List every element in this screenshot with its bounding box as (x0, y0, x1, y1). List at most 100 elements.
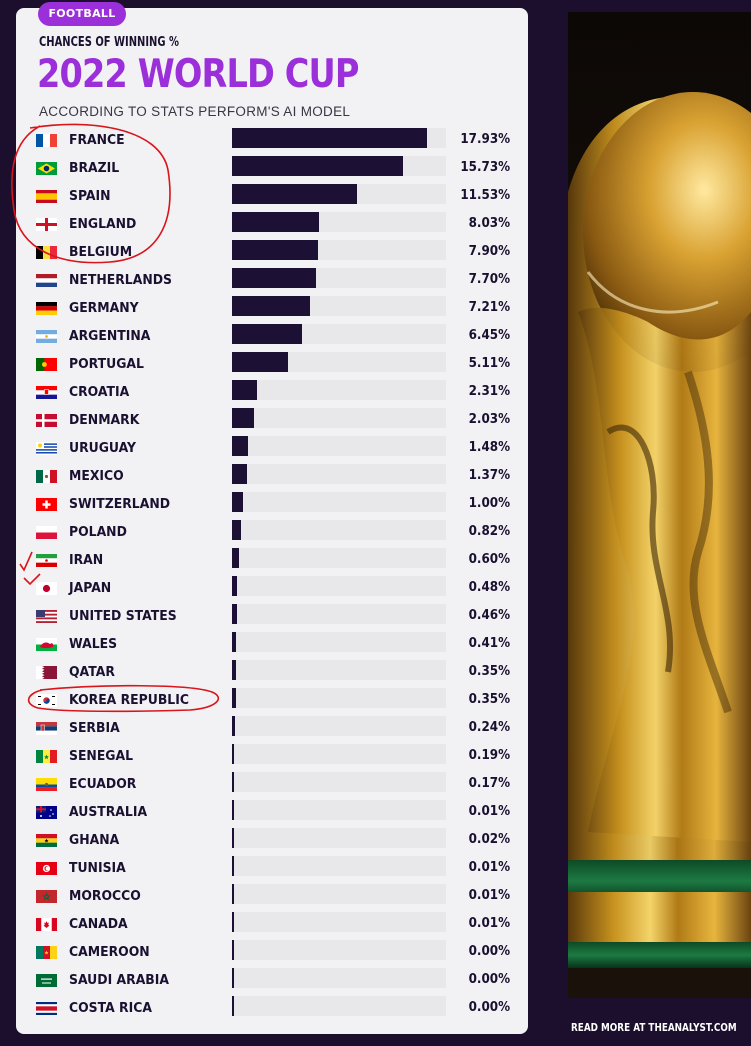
bar-row: BRAZIL 15.73% (0, 154, 528, 182)
data-label: 15.73% (460, 160, 510, 175)
bar-track (232, 828, 446, 848)
bar-row: ENGLAND 8.03% (0, 210, 528, 238)
bar-row: COSTA RICA 0.00% (0, 994, 528, 1022)
bar-row: GHANA 0.02% (0, 826, 528, 854)
switzerland-flag-icon (36, 498, 57, 511)
bar (232, 632, 237, 652)
country-label: FRANCE (69, 132, 125, 148)
bar (232, 660, 236, 680)
bar (232, 716, 235, 736)
bar-track (232, 324, 446, 344)
wales-flag-icon (36, 638, 57, 651)
bar-row: CROATIA 2.31% (0, 378, 528, 406)
england-flag-icon (36, 218, 57, 231)
chart-title: 2022 WORLD CUP (37, 52, 360, 97)
data-label: 0.00% (468, 972, 510, 987)
bar-track (232, 268, 446, 288)
bar-track (232, 436, 446, 456)
read-more-link[interactable]: READ MORE AT THEANALYST.COM (571, 1022, 737, 1034)
country-label: TUNISIA (69, 860, 126, 876)
bar-track (232, 296, 446, 316)
bar-row: FRANCE 17.93% (0, 126, 528, 154)
country-label: DENMARK (69, 412, 140, 428)
bar (232, 380, 258, 400)
country-label: MOROCCO (69, 888, 141, 904)
world-cup-trophy-image (568, 12, 751, 998)
bar (232, 548, 239, 568)
country-label: SENEGAL (69, 748, 134, 764)
bar-track (232, 576, 446, 596)
bar-row: TUNISIA 0.01% (0, 854, 528, 882)
bar (232, 324, 303, 344)
country-label: JAPAN (69, 580, 112, 596)
bar (232, 268, 316, 288)
netherlands-flag-icon (36, 274, 57, 287)
bar (232, 576, 238, 596)
country-label: GERMANY (69, 300, 139, 316)
japan-flag-icon (36, 582, 57, 595)
australia-flag-icon (36, 806, 57, 819)
country-label: URUGUAY (69, 440, 137, 456)
bar-row: MEXICO 1.37% (0, 462, 528, 490)
bar-track (232, 716, 446, 736)
country-label: QATAR (69, 664, 115, 680)
uruguay-flag-icon (36, 442, 57, 455)
bar-track (232, 884, 446, 904)
category-badge[interactable]: FOOTBALL (38, 2, 126, 26)
bar-row: SAUDI ARABIA 0.00% (0, 966, 528, 994)
bar-row: IRAN 0.60% (0, 546, 528, 574)
bar (232, 772, 234, 792)
france-flag-icon (36, 134, 57, 147)
bar (232, 996, 234, 1016)
bar (232, 884, 234, 904)
bar-row: GERMANY 7.21% (0, 294, 528, 322)
bar (232, 156, 404, 176)
germany-flag-icon (36, 302, 57, 315)
bar-row: MOROCCO 0.01% (0, 882, 528, 910)
bar-track (232, 912, 446, 932)
bar-track (232, 996, 446, 1016)
bar-track (232, 352, 446, 372)
bar-track (232, 772, 446, 792)
country-label: MEXICO (69, 468, 124, 484)
bar (232, 184, 358, 204)
chart-subtitle: CHANCES OF WINNING % (39, 35, 179, 50)
bar (232, 492, 243, 512)
poland-flag-icon (36, 526, 57, 539)
data-label: 7.70% (468, 272, 510, 287)
country-label: PORTUGAL (69, 356, 144, 372)
korea-republic-flag-icon (36, 694, 57, 707)
bar-row: CANADA 0.01% (0, 910, 528, 938)
bar-row: SPAIN 11.53% (0, 182, 528, 210)
bar-row: ARGENTINA 6.45% (0, 322, 528, 350)
data-label: 1.37% (468, 468, 510, 483)
bar-row: CAMEROON 0.00% (0, 938, 528, 966)
country-label: CROATIA (69, 384, 130, 400)
country-label: ARGENTINA (69, 328, 151, 344)
bar-row: WALES 0.41% (0, 630, 528, 658)
data-label: 0.01% (468, 916, 510, 931)
bar-row: KOREA REPUBLIC 0.35% (0, 686, 528, 714)
argentina-flag-icon (36, 330, 57, 343)
bar-track (232, 380, 446, 400)
bar-row: JAPAN 0.48% (0, 574, 528, 602)
bar (232, 604, 237, 624)
data-label: 8.03% (468, 216, 510, 231)
bar (232, 744, 235, 764)
country-label: AUSTRALIA (69, 804, 148, 820)
bar-row: URUGUAY 1.48% (0, 434, 528, 462)
bar-row: QATAR 0.35% (0, 658, 528, 686)
country-label: SWITZERLAND (69, 496, 171, 512)
bar (232, 240, 318, 260)
ghana-flag-icon (36, 834, 57, 847)
bar (232, 128, 427, 148)
bar-track (232, 240, 446, 260)
data-label: 6.45% (468, 328, 510, 343)
bar (232, 800, 234, 820)
bar-row: PORTUGAL 5.11% (0, 350, 528, 378)
bar (232, 940, 234, 960)
bar-row: ECUADOR 0.17% (0, 770, 528, 798)
data-label: 0.17% (468, 776, 510, 791)
data-label: 0.24% (468, 720, 510, 735)
bar (232, 828, 234, 848)
